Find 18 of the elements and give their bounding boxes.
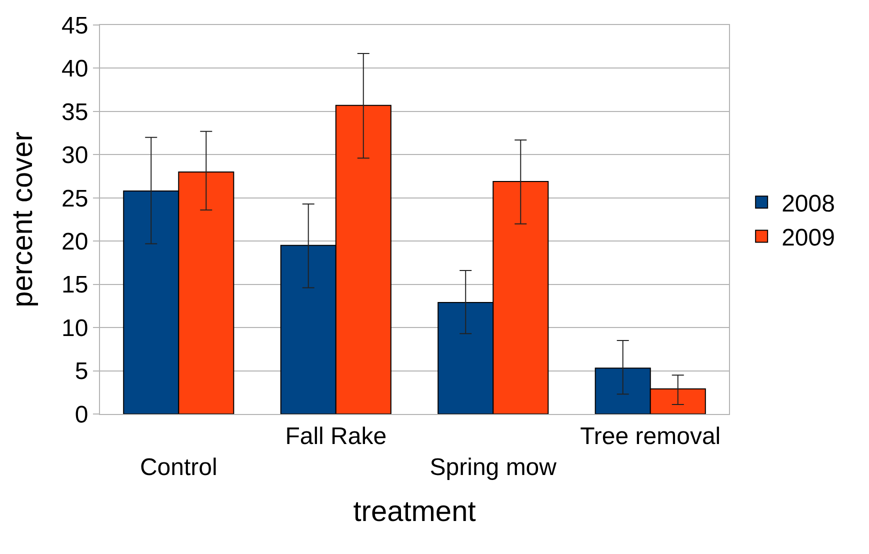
x-tick-label: Tree removal <box>580 422 721 450</box>
y-tick-label: 10 <box>61 314 88 342</box>
x-tick-label: Spring mow <box>430 454 558 481</box>
x-axis-title: treatment <box>353 496 476 528</box>
y-tick-label: 25 <box>61 185 88 212</box>
y-tick-label: 45 <box>61 12 88 40</box>
y-tick-label: 20 <box>61 228 88 256</box>
x-tick-label: Control <box>140 454 218 481</box>
y-tick-label: 35 <box>61 98 88 126</box>
y-axis-title: percent cover <box>7 131 39 308</box>
legend-label: 2009 <box>782 224 835 252</box>
y-tick-label: 0 <box>74 401 88 428</box>
y-tick-label: 40 <box>61 56 88 83</box>
legend-label: 2008 <box>782 190 835 218</box>
y-tick-label: 15 <box>61 272 88 299</box>
y-tick-label: 5 <box>74 358 88 386</box>
y-tick-label: 30 <box>61 142 88 170</box>
x-tick-label: Fall Rake <box>285 422 387 450</box>
